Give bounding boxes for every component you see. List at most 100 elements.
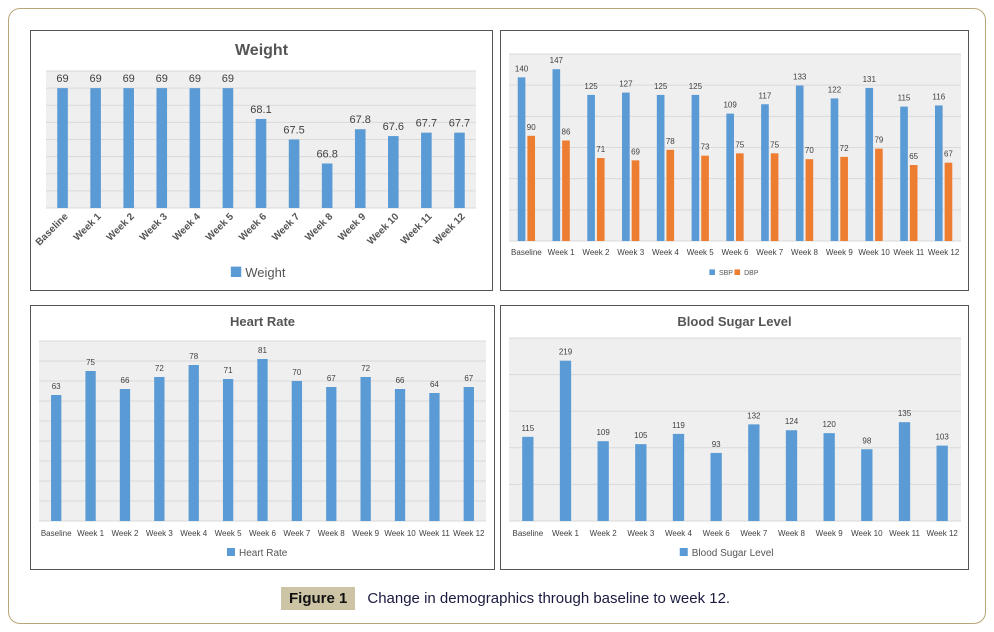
figure-label: Figure 1: [281, 587, 356, 610]
bar-blood-sugar-level: [861, 449, 873, 521]
chart-svg: Blood Sugar Level 115 Baseline 219 Week 1 109…: [509, 314, 961, 559]
legend-label: Blood Sugar Level: [692, 548, 774, 559]
data-label: 109: [723, 101, 737, 110]
caption-text: Change in demographics through baseline …: [367, 590, 731, 607]
bar-blood-sugar-level: [559, 360, 572, 521]
data-label: 132: [747, 411, 761, 420]
data-label: 219: [559, 348, 573, 357]
bar-dbp: [562, 140, 570, 241]
bar-dbp: [701, 155, 709, 241]
data-label: 125: [689, 82, 703, 91]
data-label: 63: [52, 382, 61, 391]
bar-heart-rate: [360, 377, 371, 521]
chart-title: Heart Rate: [230, 314, 295, 329]
bar-weight: [321, 163, 333, 208]
bar-weight: [222, 88, 234, 208]
bar-dbp: [805, 159, 814, 241]
bar-weight: [421, 132, 432, 208]
x-tick-label: Week 5: [687, 248, 715, 257]
data-label: 67.7: [449, 118, 470, 130]
bar-dbp: [666, 149, 675, 241]
bar-weight: [288, 139, 300, 208]
x-tick-label: Week 7: [740, 529, 768, 538]
bar-sbp: [830, 98, 839, 241]
x-tick-label: Week 1: [552, 529, 580, 538]
legend-swatch: [709, 269, 715, 275]
x-tick-label: Week 11: [419, 529, 450, 538]
data-label: 69: [89, 73, 101, 85]
bar-weight: [454, 132, 465, 208]
data-label: 79: [874, 136, 883, 145]
data-label: 69: [56, 73, 68, 85]
legend-swatch: [679, 548, 688, 556]
x-tick-label: Week 3: [617, 248, 645, 257]
bar-weight: [388, 136, 399, 208]
x-tick-label: Week 12: [453, 529, 485, 538]
bar-heart-rate: [463, 387, 474, 521]
bar-heart-rate: [257, 359, 268, 521]
data-label: 68.1: [250, 104, 271, 116]
data-label: 72: [840, 144, 849, 153]
data-label: 67.8: [350, 114, 371, 126]
data-label: 86: [562, 127, 571, 136]
data-label: 70: [805, 146, 814, 155]
x-tick-label: Week 12: [432, 211, 468, 247]
chart-title: Weight: [235, 42, 289, 59]
legend-label: Weight: [245, 265, 286, 280]
x-tick-label: Week 3: [627, 529, 655, 538]
data-label: 72: [155, 364, 164, 373]
bar-blood-sugar-level: [522, 436, 534, 521]
bar-heart-rate: [188, 365, 199, 521]
data-label: 125: [654, 82, 668, 91]
bar-blood-sugar-level: [785, 430, 798, 521]
data-label: 66: [396, 376, 405, 385]
blood-pressure-chart: 140 90 Baseline 147 86 Week 1 125 71 Week 2 127 69…: [500, 30, 969, 291]
data-label: 67: [464, 374, 473, 383]
x-tick-label: Week 7: [283, 529, 311, 538]
bar-sbp: [900, 106, 908, 241]
bar-weight: [156, 88, 168, 208]
x-tick-label: Week 9: [816, 529, 844, 538]
chart-svg: 140 90 Baseline 147 86 Week 1 125 71 Week 2 127 69…: [509, 53, 961, 277]
data-label: 67.5: [283, 125, 304, 137]
data-label: 103: [935, 433, 949, 442]
x-tick-label: Week 6: [703, 529, 731, 538]
bar-heart-rate: [85, 371, 96, 521]
data-label: 117: [759, 91, 772, 100]
data-label: 119: [672, 421, 685, 430]
blood-sugar-chart: Blood Sugar Level 115 Baseline 219 Week 1 109…: [500, 305, 969, 570]
data-label: 78: [666, 137, 675, 146]
data-label: 125: [584, 82, 598, 91]
data-label: 124: [785, 417, 799, 426]
data-label: 98: [862, 436, 871, 445]
data-label: 67.7: [416, 118, 437, 130]
legend-label: DBP: [744, 270, 759, 277]
data-label: 78: [189, 352, 198, 361]
x-tick-label: Week 2: [590, 529, 618, 538]
x-tick-label: Week 2: [111, 529, 139, 538]
bar-heart-rate: [154, 377, 165, 521]
x-tick-label: Baseline: [512, 529, 543, 538]
data-label: 81: [258, 346, 267, 355]
x-tick-label: Week 5: [204, 211, 236, 243]
data-label: 72: [361, 364, 370, 373]
x-tick-label: Baseline: [34, 211, 71, 248]
x-tick-label: Week 8: [303, 211, 335, 243]
data-label: 105: [634, 431, 648, 440]
data-label: 67: [944, 150, 953, 159]
x-tick-label: Week 11: [889, 529, 920, 538]
data-label: 67: [327, 374, 336, 383]
x-tick-label: Week 11: [399, 211, 435, 247]
x-tick-label: Week 4: [665, 529, 693, 538]
bar-heart-rate: [51, 395, 62, 521]
data-label: 109: [596, 428, 610, 437]
bar-blood-sugar-level: [597, 441, 609, 521]
x-tick-label: Week 10: [851, 529, 883, 538]
data-label: 93: [712, 440, 721, 449]
x-tick-label: Week 6: [237, 211, 269, 243]
plot-area: [509, 338, 961, 521]
x-tick-label: Week 12: [928, 248, 960, 257]
bar-blood-sugar-level: [898, 422, 911, 521]
bar-blood-sugar-level: [635, 444, 647, 521]
legend-swatch: [734, 269, 741, 275]
